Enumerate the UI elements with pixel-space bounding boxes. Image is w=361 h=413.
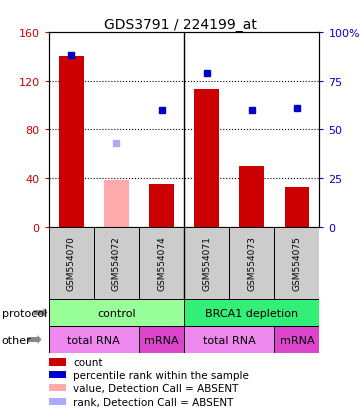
Text: other: other: [2, 335, 31, 345]
Text: GSM554075: GSM554075: [292, 236, 301, 291]
Text: total RNA: total RNA: [203, 335, 256, 345]
Bar: [49, 227, 94, 299]
Text: rank, Detection Call = ABSENT: rank, Detection Call = ABSENT: [73, 396, 234, 407]
Bar: [184, 227, 229, 299]
Bar: [239, 166, 264, 227]
Text: mRNA: mRNA: [280, 335, 314, 345]
Bar: [49, 384, 66, 391]
Bar: [49, 358, 66, 366]
Bar: [49, 299, 184, 326]
Bar: [284, 187, 309, 227]
Bar: [194, 90, 219, 227]
Bar: [49, 398, 66, 405]
Text: protocol: protocol: [2, 308, 47, 318]
Bar: [274, 326, 319, 353]
Text: mRNA: mRNA: [144, 335, 179, 345]
Bar: [139, 326, 184, 353]
Text: GSM554071: GSM554071: [202, 236, 211, 291]
Text: value, Detection Call = ABSENT: value, Detection Call = ABSENT: [73, 383, 239, 393]
Bar: [274, 227, 319, 299]
Text: GSM554072: GSM554072: [112, 236, 121, 291]
Text: GDS3791 / 224199_at: GDS3791 / 224199_at: [104, 18, 257, 32]
Text: total RNA: total RNA: [68, 335, 120, 345]
Bar: [104, 181, 129, 227]
Bar: [229, 227, 274, 299]
Bar: [49, 371, 66, 378]
Text: GSM554070: GSM554070: [67, 236, 76, 291]
Text: percentile rank within the sample: percentile rank within the sample: [73, 370, 249, 380]
Text: BRCA1 depletion: BRCA1 depletion: [205, 308, 298, 318]
Bar: [184, 299, 319, 326]
Text: GSM554073: GSM554073: [247, 236, 256, 291]
Bar: [149, 185, 174, 227]
Text: count: count: [73, 357, 103, 367]
Text: GSM554074: GSM554074: [157, 236, 166, 291]
Text: control: control: [97, 308, 136, 318]
Bar: [49, 326, 139, 353]
Bar: [59, 57, 84, 227]
Bar: [94, 227, 139, 299]
Bar: [139, 227, 184, 299]
Bar: [184, 326, 274, 353]
